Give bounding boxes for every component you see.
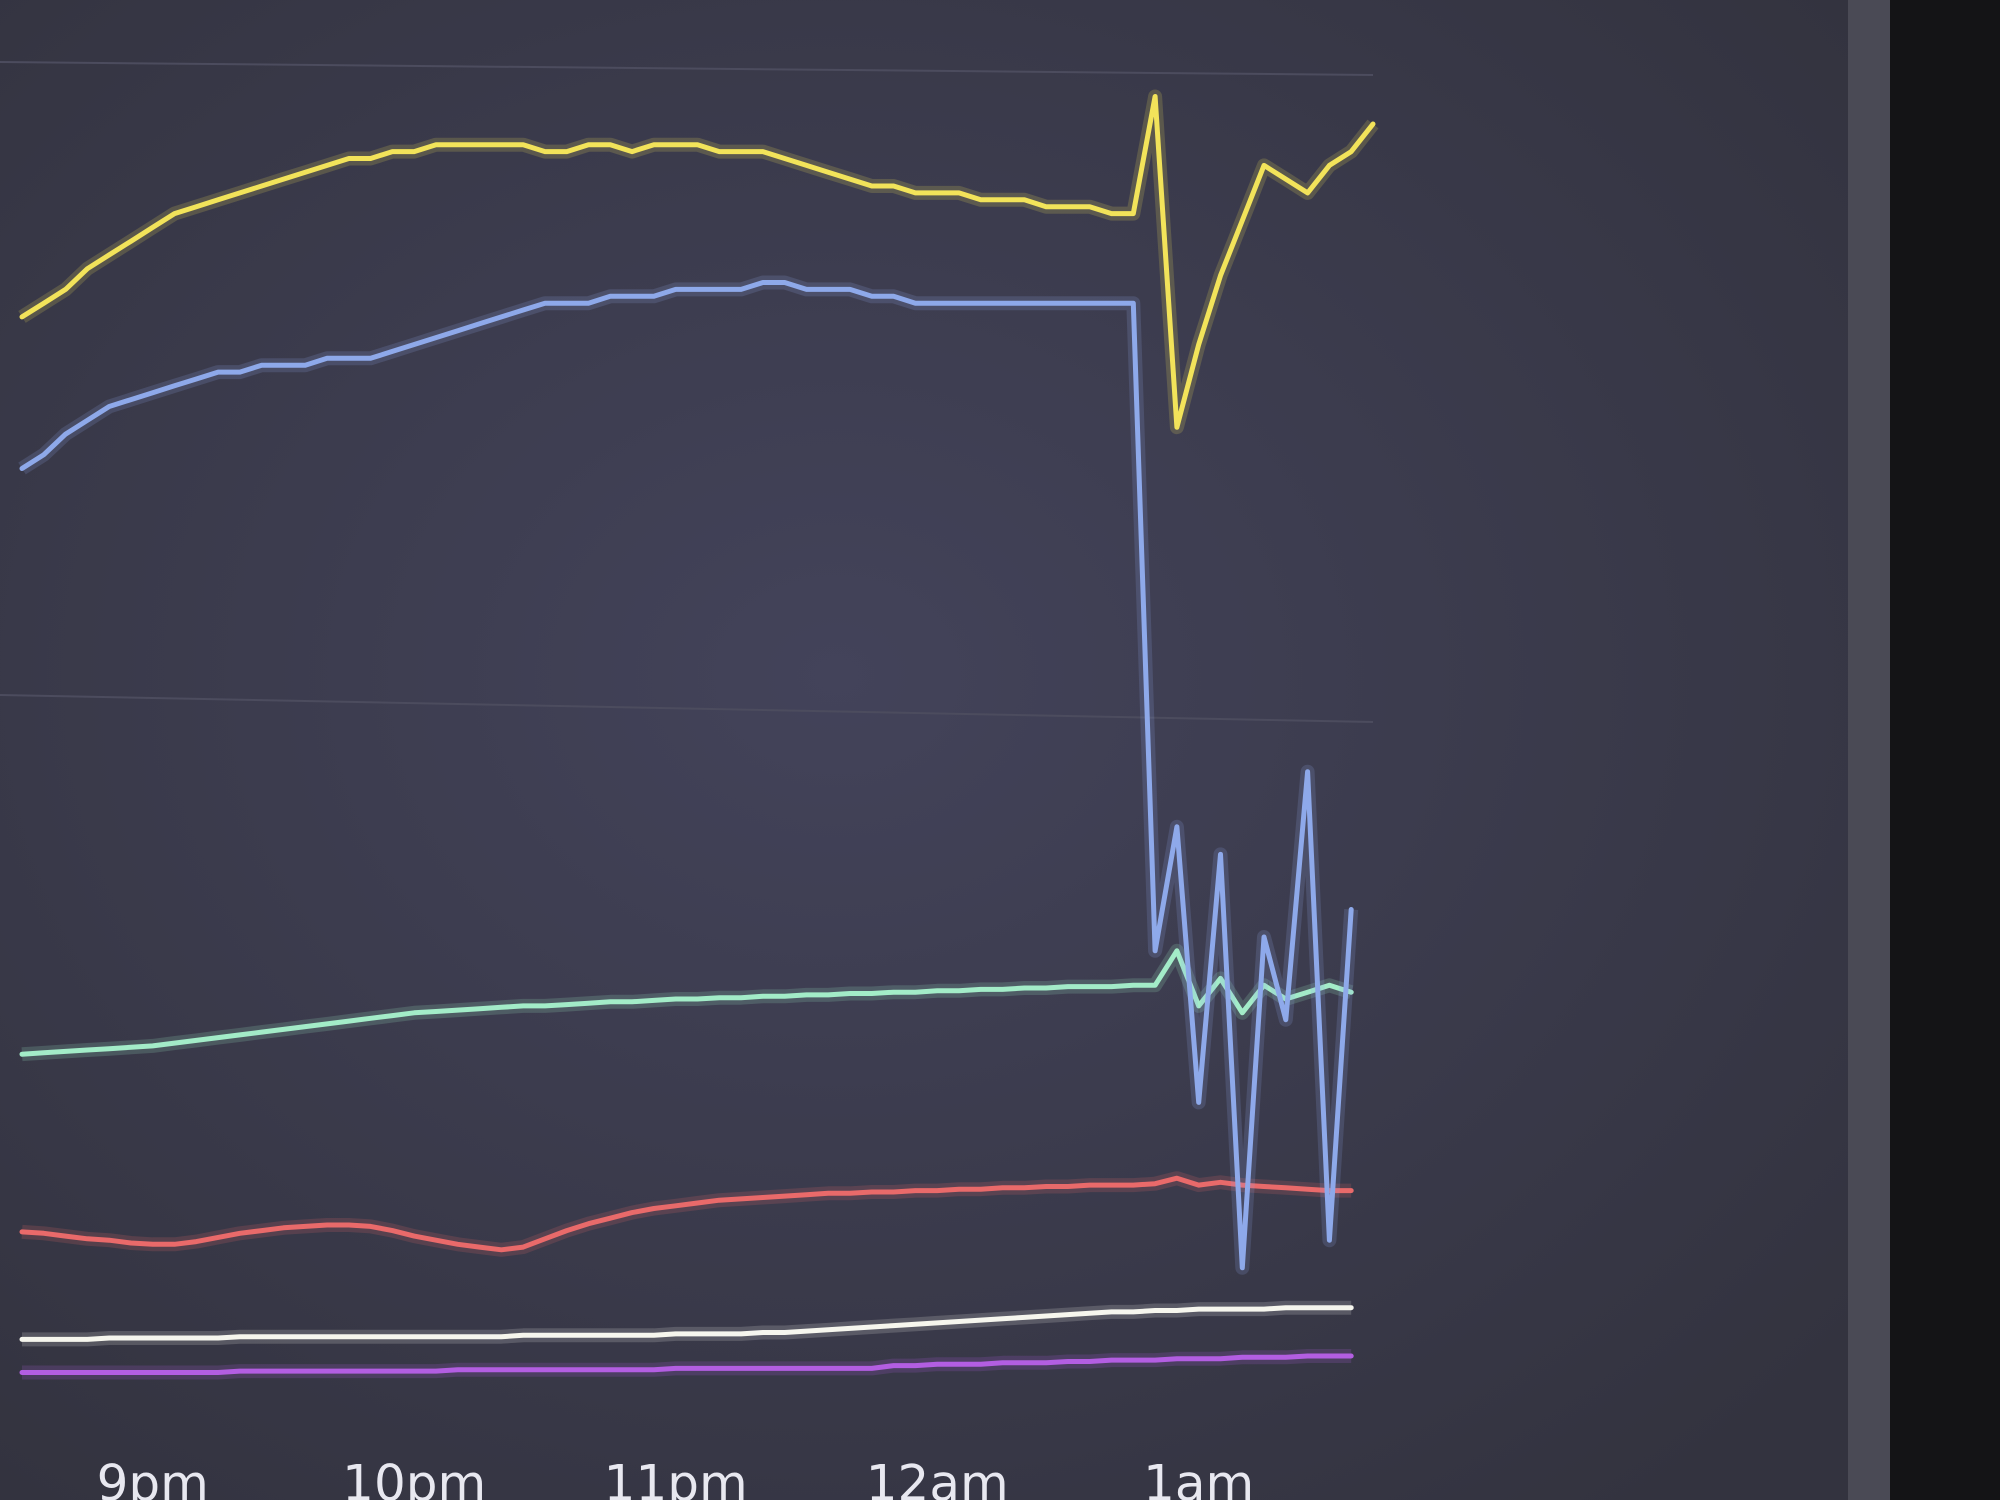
x-tick-label: 12am	[866, 1455, 1009, 1500]
bezel	[1848, 0, 1890, 1500]
x-tick-label: 1am	[1143, 1455, 1254, 1500]
series-line	[19, 280, 1354, 1271]
x-tick-label: 9pm	[97, 1455, 209, 1500]
frame	[1890, 0, 2000, 1500]
series-line	[19, 1175, 1354, 1253]
series-line	[19, 94, 1376, 430]
screen	[0, 0, 1860, 1500]
x-tick-label: 11pm	[604, 1455, 748, 1500]
grid-decoration	[0, 694, 1374, 723]
grid-decoration	[0, 61, 1374, 76]
series-line	[19, 1305, 1354, 1342]
series-line	[19, 1353, 1354, 1375]
series-line	[19, 948, 1354, 1057]
x-tick-label: 10pm	[342, 1455, 486, 1500]
